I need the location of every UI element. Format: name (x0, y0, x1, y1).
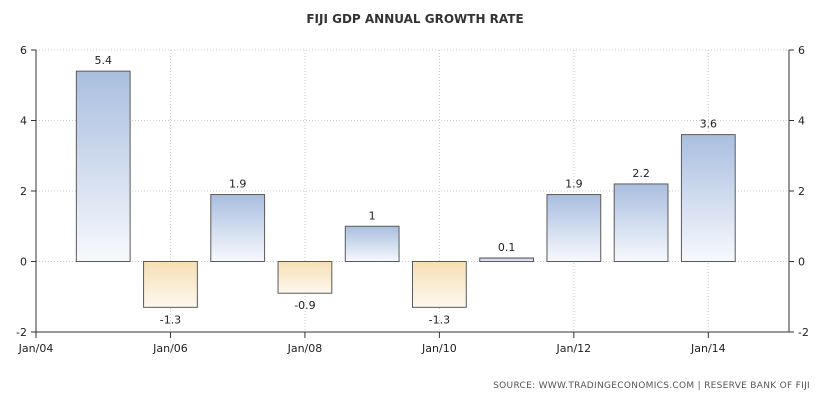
data-label: -0.9 (294, 299, 315, 312)
y-tick-label: 2 (20, 185, 27, 198)
x-tick-label: Jan/12 (556, 342, 592, 355)
data-labels: 5.4 -1.3 1.9 -0.9 1 -1.3 0.1 1.9 2.2 3.6 (94, 54, 717, 326)
x-tick-label: Jan/06 (152, 342, 188, 355)
y-tick-label: 6 (20, 44, 27, 57)
data-label: 1 (369, 209, 376, 222)
bars (75, 70, 736, 308)
chart-title: FIJI GDP ANNUAL GROWTH RATE (306, 12, 523, 26)
data-label: 5.4 (94, 54, 112, 67)
bar (210, 194, 266, 262)
bar (680, 134, 736, 263)
data-label: 3.6 (700, 118, 718, 131)
bar (344, 225, 400, 262)
y-tick-label-right: 6 (798, 44, 805, 57)
y-tick-label-right: -2 (798, 326, 809, 339)
data-label: -1.3 (160, 313, 181, 326)
axes: -2 -2 0 0 2 2 4 4 6 6 Jan/04 Jan/06 Jan/08 Jan/10 Jan/… (16, 44, 809, 355)
data-label: -1.3 (429, 313, 450, 326)
x-tick-label: Jan/08 (287, 342, 323, 355)
data-label: 1.9 (565, 178, 583, 191)
source-note: SOURCE: WWW.TRADINGECONOMICS.COM | RESER… (493, 381, 810, 391)
bar (479, 257, 535, 263)
bar (613, 183, 669, 262)
x-tick-label: Jan/14 (690, 342, 726, 355)
y-tick-label-right: 2 (798, 185, 805, 198)
data-label: 1.9 (229, 178, 247, 191)
y-tick-label: -2 (16, 326, 27, 339)
x-tick-label: Jan/10 (421, 342, 457, 355)
data-label: 2.2 (632, 167, 650, 180)
bar (546, 194, 602, 262)
data-label: 0.1 (498, 241, 516, 254)
bar (75, 70, 131, 263)
y-tick-label-right: 0 (798, 256, 805, 269)
bar (412, 261, 467, 308)
x-tick-label: Jan/04 (18, 342, 54, 355)
y-tick-label-right: 4 (798, 115, 805, 128)
y-tick-label: 0 (20, 256, 27, 269)
y-tick-label: 4 (20, 115, 27, 128)
bar (277, 261, 333, 294)
bar (143, 261, 198, 308)
